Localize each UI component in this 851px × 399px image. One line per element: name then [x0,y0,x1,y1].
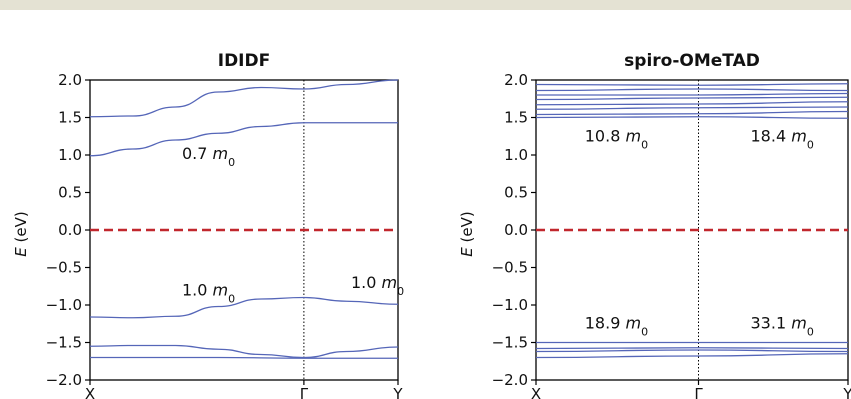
chart-title: spiro-OMeTAD [624,51,760,71]
band-line [535,88,849,92]
y-axis-label-unit: (eV) [458,211,476,247]
y-tick-label: −0.5 [492,259,528,277]
chart-title: IDIDF [218,51,271,71]
y-tick-label: −2.0 [492,371,528,389]
effective-mass-label: 33.1 m0 [751,313,814,338]
y-tick-label: −2.0 [46,371,82,389]
effective-mass-subscript: 0 [228,155,235,168]
y-tick-label: 1.0 [504,146,528,164]
effective-mass-value: 0.7 [182,144,213,163]
y-tick-label: 0.0 [504,221,528,239]
y-tick-label: 1.5 [58,109,82,127]
y-tick-label: −0.5 [46,259,82,277]
y-tick-label: −1.0 [492,296,528,314]
x-tick-label: Γ [300,385,309,399]
effective-mass-value: 18.4 [751,127,792,146]
effective-mass-symbol: m [625,313,641,332]
band-line [535,83,849,86]
y-axis-label: E (eV) [458,211,476,256]
x-tick-label: Γ [694,385,703,399]
chart-panel-1: IDIDF 2.0 1.5 1.0 0.5 0.0 −0.5 −1.0 −1.5 −2.0 E (e… [12,51,404,399]
band-line [535,101,849,106]
y-tick-label: 0.0 [58,221,82,239]
effective-mass-symbol: m [213,144,229,163]
y-axis-label-symbol: E [12,247,30,257]
chart-panel-2: spiro-OMeTAD 2.0 1.5 1.0 0.5 0.0 −0.5 −1.0 −1.5 −… [458,51,851,399]
effective-mass-label: 18.9 m0 [585,313,648,338]
y-tick-label: 2.0 [58,71,82,89]
band-line [89,79,399,118]
effective-mass-value: 18.9 [585,313,626,332]
effective-mass-symbol: m [625,127,641,146]
effective-mass-symbol: m [213,280,229,299]
effective-mass-subscript: 0 [807,138,814,151]
band-line [89,344,399,359]
band-line [536,92,849,96]
band-line [535,347,849,350]
effective-mass-subscript: 0 [397,284,404,297]
x-tick-label: X [85,385,95,399]
effective-mass-subscript: 0 [641,325,648,338]
band-line [535,353,849,359]
y-tick-label: −1.5 [46,334,82,352]
y-tick-label: 2.0 [504,71,528,89]
band-line [535,349,849,353]
effective-mass-label: 10.8 m0 [585,127,648,152]
effective-mass-subscript: 0 [228,292,235,305]
band-line [90,356,398,359]
x-tick-label: Y [842,385,851,399]
y-axis-label: E (eV) [12,211,30,256]
effective-mass-value: 1.0 [351,273,382,292]
y-tick-label: 0.5 [58,184,82,202]
band-line [89,296,399,319]
band-line [535,116,849,119]
band-line [535,110,849,116]
band-line [535,96,849,101]
effective-mass-value: 33.1 [751,313,792,332]
effective-mass-label: 1.0 m0 [351,273,404,298]
y-axis-label-symbol: E [458,247,476,257]
effective-mass-subscript: 0 [641,138,648,151]
band-line [89,122,398,157]
x-tick-label: Y [392,385,403,399]
effective-mass-symbol: m [791,127,807,146]
y-axis-label-unit: (eV) [12,211,30,247]
effective-mass-subscript: 0 [807,325,814,338]
effective-mass-value: 10.8 [585,127,626,146]
effective-mass-label: 1.0 m0 [182,280,235,305]
x-tick-label: X [531,385,541,399]
effective-mass-label: 18.4 m0 [751,127,814,152]
header-band [0,0,851,10]
effective-mass-symbol: m [791,313,807,332]
effective-mass-label: 0.7 m0 [182,144,235,169]
y-tick-label: 1.0 [58,146,82,164]
y-tick-label: −1.5 [492,334,528,352]
effective-mass-value: 1.0 [182,280,213,299]
y-tick-label: 0.5 [504,184,528,202]
y-tick-label: 1.5 [504,109,528,127]
y-tick-label: −1.0 [46,296,82,314]
effective-mass-symbol: m [381,273,397,292]
band-line [535,106,849,110]
